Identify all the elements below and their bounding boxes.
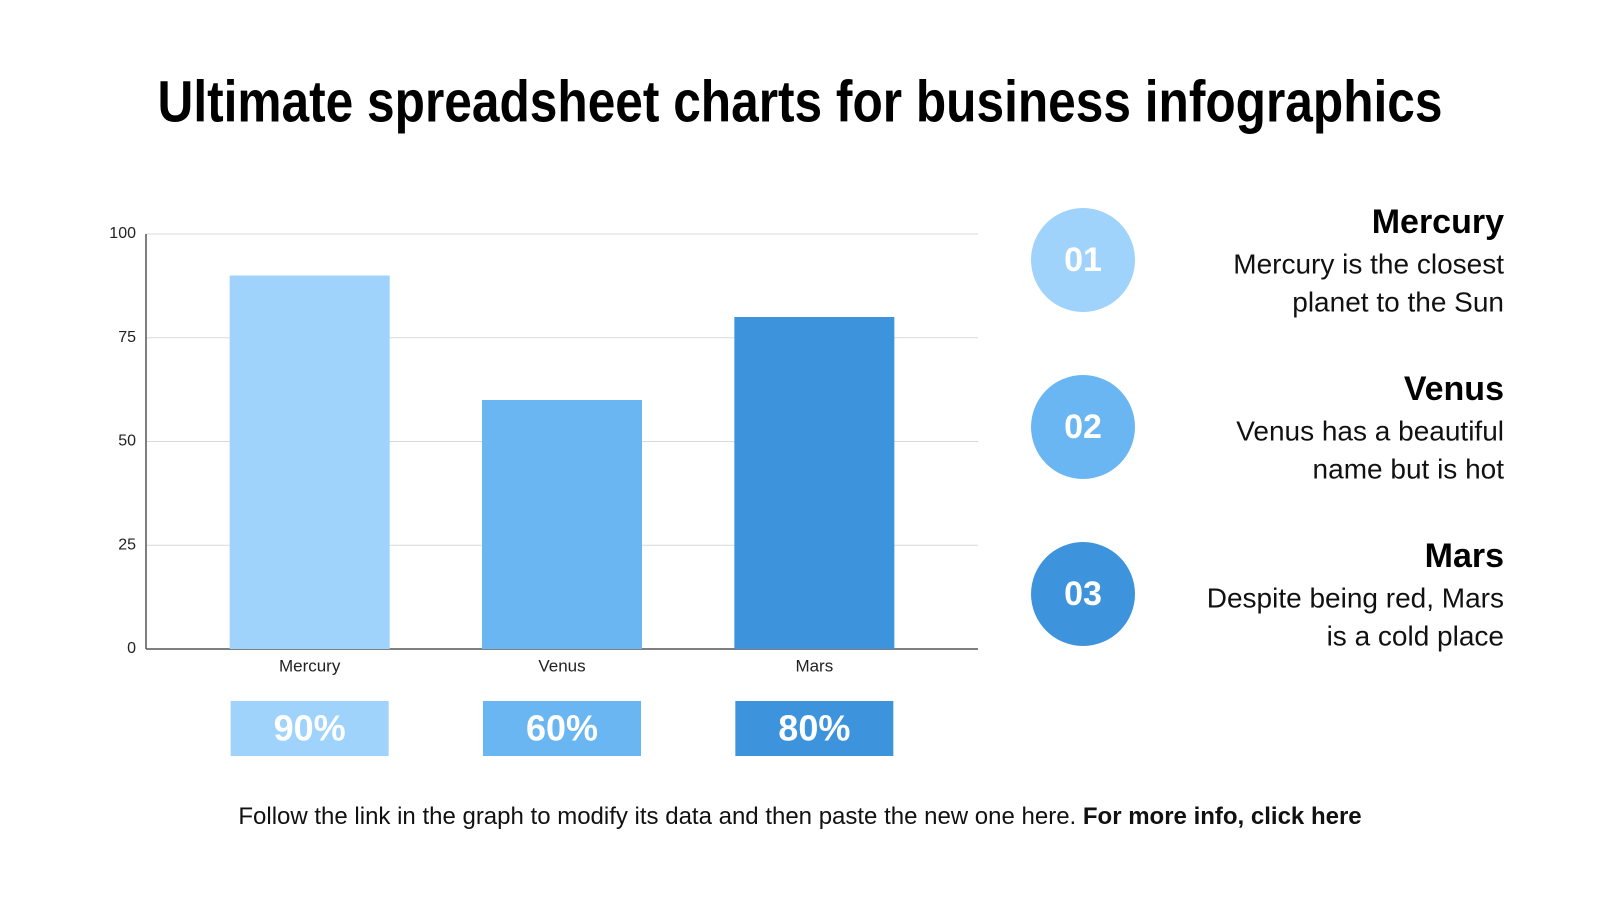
number-badge bbox=[1031, 208, 1135, 312]
badge-number: 03 bbox=[1064, 575, 1102, 613]
item-title: Venus bbox=[1404, 370, 1504, 408]
bar bbox=[229, 275, 390, 649]
x-tick-label: Mars bbox=[795, 656, 833, 675]
item-text: Venus has a beautiful bbox=[1236, 415, 1504, 446]
number-badge bbox=[1031, 375, 1135, 479]
slide-title: Ultimate spreadsheet charts for business… bbox=[158, 69, 1443, 134]
footer-text: Follow the link in the graph to modify i… bbox=[238, 803, 1076, 830]
number-badge bbox=[1031, 542, 1135, 646]
badge-number: 01 bbox=[1064, 241, 1102, 279]
bar bbox=[482, 400, 642, 649]
y-tick-label: 50 bbox=[118, 433, 136, 450]
value-label: 80% bbox=[778, 708, 850, 749]
item-title: Mars bbox=[1425, 537, 1504, 575]
value-label-box bbox=[230, 701, 389, 756]
item-text: planet to the Sun bbox=[1292, 286, 1504, 317]
y-tick-label: 75 bbox=[118, 329, 136, 346]
bar bbox=[734, 317, 895, 649]
x-tick-label: Venus bbox=[538, 656, 585, 675]
x-tick-label: Mercury bbox=[279, 656, 341, 675]
footer: Follow the link in the graph to modify i… bbox=[238, 803, 1361, 830]
value-label: 90% bbox=[274, 708, 346, 749]
value-label: 60% bbox=[526, 708, 598, 749]
item-text: Mercury is the closest bbox=[1233, 248, 1504, 279]
value-label-box bbox=[735, 701, 894, 756]
item-text: name but is hot bbox=[1313, 453, 1505, 484]
badge-number: 02 bbox=[1064, 408, 1102, 446]
item-text: is a cold place bbox=[1327, 620, 1504, 651]
value-label-box bbox=[483, 701, 641, 756]
y-tick-label: 25 bbox=[118, 536, 136, 553]
footer-link[interactable]: For more info, click here bbox=[1083, 803, 1362, 830]
y-tick-label: 100 bbox=[109, 225, 136, 242]
y-tick-label: 0 bbox=[127, 640, 136, 657]
item-text: Despite being red, Mars bbox=[1207, 582, 1504, 613]
item-title: Mercury bbox=[1372, 203, 1504, 241]
